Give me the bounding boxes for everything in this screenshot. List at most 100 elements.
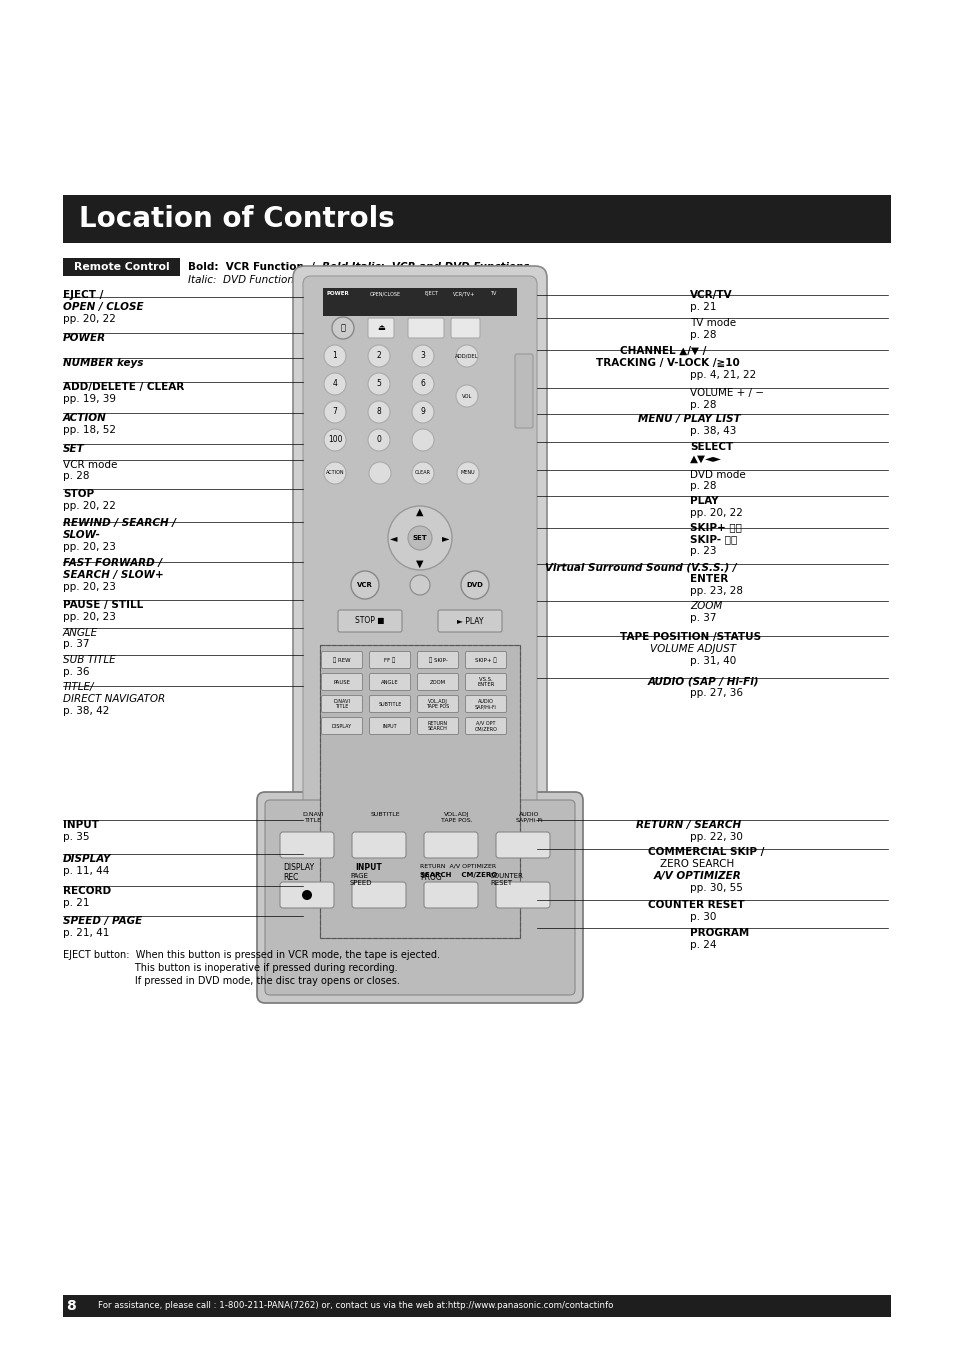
Text: 5: 5	[376, 380, 381, 389]
Text: TRACKING / V-LOCK /≧10: TRACKING / V-LOCK /≧10	[596, 358, 739, 367]
Text: RETURN  A/V OPTIMIZER: RETURN A/V OPTIMIZER	[419, 863, 496, 867]
Circle shape	[324, 401, 346, 423]
Text: ANGLE: ANGLE	[381, 680, 398, 685]
Text: 4: 4	[333, 380, 337, 389]
Text: PAUSE: PAUSE	[334, 680, 350, 685]
Text: 2: 2	[376, 351, 381, 361]
Text: INPUT: INPUT	[355, 863, 381, 871]
Text: p. 35: p. 35	[63, 832, 90, 842]
Circle shape	[369, 462, 391, 484]
Text: SLOW-: SLOW-	[63, 530, 101, 540]
Circle shape	[368, 430, 390, 451]
Text: 0: 0	[376, 435, 381, 444]
Text: TAPE POSITION /STATUS: TAPE POSITION /STATUS	[619, 632, 760, 642]
Text: REC: REC	[283, 873, 298, 882]
Text: REWIND / SEARCH /: REWIND / SEARCH /	[63, 517, 175, 528]
FancyBboxPatch shape	[417, 717, 458, 735]
Circle shape	[388, 507, 452, 570]
Text: Virtual Surround Sound (V.S.S.) /: Virtual Surround Sound (V.S.S.) /	[544, 562, 736, 571]
Circle shape	[412, 462, 434, 484]
Text: OPEN/CLOSE: OPEN/CLOSE	[370, 290, 400, 296]
FancyBboxPatch shape	[465, 696, 506, 712]
Text: VOL.ADJ
TAPE POS.: VOL.ADJ TAPE POS.	[440, 812, 473, 823]
Text: For assistance, please call : 1-800-211-PANA(7262) or, contact us via the web at: For assistance, please call : 1-800-211-…	[98, 1301, 613, 1310]
Text: pp. 27, 36: pp. 27, 36	[689, 688, 742, 698]
Text: OPEN / CLOSE: OPEN / CLOSE	[63, 303, 144, 312]
Text: VCR/TV: VCR/TV	[689, 290, 732, 300]
Text: ADD/DELETE / CLEAR: ADD/DELETE / CLEAR	[63, 382, 184, 392]
Text: p. 38, 42: p. 38, 42	[63, 707, 110, 716]
Text: p. 37: p. 37	[689, 613, 716, 623]
Text: D.NAVI
TITLE: D.NAVI TITLE	[334, 698, 350, 709]
FancyBboxPatch shape	[451, 317, 479, 338]
Bar	[63, 258, 180, 276]
Text: VOLUME + / −: VOLUME + / −	[689, 388, 763, 399]
Text: ►: ►	[442, 534, 449, 543]
Text: pp. 30, 55: pp. 30, 55	[689, 884, 742, 893]
Text: ⏪ REW: ⏪ REW	[333, 657, 351, 663]
Text: SET: SET	[413, 535, 427, 540]
Text: COMMERCIAL SKIP /: COMMERCIAL SKIP /	[647, 847, 763, 857]
Text: STOP: STOP	[63, 489, 94, 499]
Text: DISPLAY: DISPLAY	[332, 724, 352, 728]
Text: SUBTITLE: SUBTITLE	[370, 812, 399, 817]
Text: pp. 20, 23: pp. 20, 23	[63, 582, 115, 592]
Text: CLEAR: CLEAR	[415, 470, 431, 476]
Text: DISPLAY: DISPLAY	[283, 863, 314, 871]
Text: AUDIO
SAP/Hi-Fi: AUDIO SAP/Hi-Fi	[515, 812, 542, 823]
Circle shape	[324, 462, 346, 484]
FancyBboxPatch shape	[321, 674, 362, 690]
Text: INPUT: INPUT	[63, 820, 99, 830]
Text: p. 30: p. 30	[689, 912, 716, 921]
Text: STOP ■: STOP ■	[355, 616, 384, 626]
Text: Italic:  DVD Function   /  Normal:    Others: Italic: DVD Function / Normal: Others	[188, 276, 402, 285]
FancyBboxPatch shape	[265, 800, 575, 994]
FancyBboxPatch shape	[408, 317, 443, 338]
Text: SET: SET	[63, 444, 85, 454]
Bar	[319, 644, 519, 938]
Text: ADD/DEL: ADD/DEL	[455, 354, 478, 358]
Text: D.NAVI
TITLE: D.NAVI TITLE	[302, 812, 323, 823]
FancyBboxPatch shape	[417, 651, 458, 669]
Text: DIRECT NAVIGATOR: DIRECT NAVIGATOR	[63, 694, 165, 704]
Text: DVD mode: DVD mode	[689, 470, 745, 480]
Text: p. 38, 43: p. 38, 43	[689, 426, 736, 436]
Text: Location of Controls: Location of Controls	[79, 205, 395, 232]
Text: This button is inoperative if pressed during recording.: This button is inoperative if pressed du…	[63, 963, 397, 973]
Text: If pressed in DVD mode, the disc tray opens or closes.: If pressed in DVD mode, the disc tray op…	[63, 975, 399, 986]
Text: VCR: VCR	[356, 582, 373, 588]
Text: A/V OPTIMIZER: A/V OPTIMIZER	[654, 871, 741, 881]
Bar	[63, 195, 890, 243]
Text: A/V OPT
CM/ZERO: A/V OPT CM/ZERO	[474, 720, 497, 731]
Text: VOL.ADJ
TAPE POS: VOL.ADJ TAPE POS	[426, 698, 449, 709]
Text: pp. 19, 39: pp. 19, 39	[63, 394, 116, 404]
Text: p. 37: p. 37	[63, 639, 90, 648]
Text: p. 28: p. 28	[63, 471, 90, 481]
Circle shape	[332, 317, 354, 339]
Circle shape	[368, 345, 390, 367]
Text: POWER: POWER	[327, 290, 350, 296]
Circle shape	[368, 401, 390, 423]
Text: ◄: ◄	[390, 534, 397, 543]
FancyBboxPatch shape	[280, 832, 334, 858]
Text: TV mode: TV mode	[689, 317, 736, 328]
Text: pp. 22, 30: pp. 22, 30	[689, 832, 742, 842]
Text: FF ⏩: FF ⏩	[384, 657, 395, 663]
Text: COUNTER RESET: COUNTER RESET	[647, 900, 744, 911]
Text: VCR mode: VCR mode	[63, 459, 117, 470]
Text: SKIP- ⏮⏮: SKIP- ⏮⏮	[689, 534, 737, 544]
FancyBboxPatch shape	[417, 674, 458, 690]
Text: ▼: ▼	[416, 559, 423, 569]
Circle shape	[412, 373, 434, 394]
Text: INPUT: INPUT	[382, 724, 396, 728]
Bar	[319, 644, 519, 938]
Text: SUB TITLE: SUB TITLE	[63, 655, 115, 665]
Text: RECORD: RECORD	[63, 886, 111, 896]
Text: 6: 6	[420, 380, 425, 389]
Text: PROGRAM: PROGRAM	[689, 928, 748, 938]
Circle shape	[456, 462, 478, 484]
Text: pp. 23, 28: pp. 23, 28	[689, 586, 742, 596]
Text: pp. 20, 22: pp. 20, 22	[689, 508, 742, 517]
Circle shape	[410, 576, 430, 594]
Text: SKIP+ ⏭: SKIP+ ⏭	[475, 657, 497, 663]
